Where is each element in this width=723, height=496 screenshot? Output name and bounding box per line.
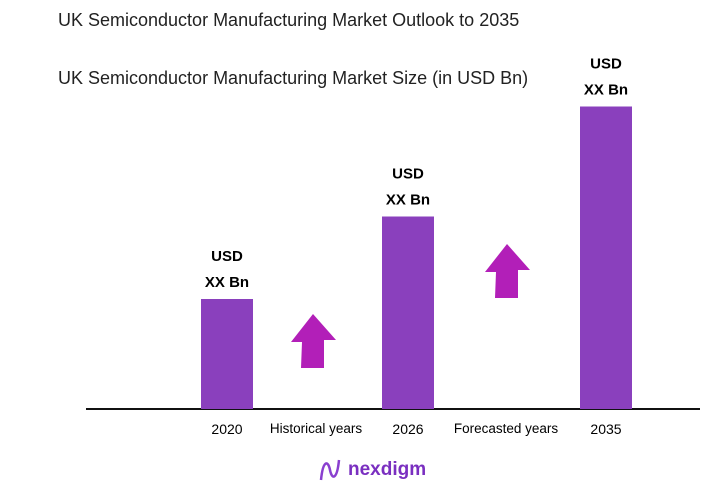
nexdigm-logo: nexdigm [318, 458, 426, 482]
data-label-2020: USD [211, 248, 243, 265]
up-arrow-icon [485, 244, 530, 298]
period-label: Historical years [270, 421, 363, 436]
bar-2020 [201, 299, 253, 409]
x-tick-label: 2035 [590, 421, 621, 437]
data-label-2026: USD [392, 166, 424, 183]
data-label-2035: XX Bn [584, 82, 628, 99]
chart-subtitle: UK Semiconductor Manufacturing Market Si… [58, 68, 529, 88]
data-label-2020: XX Bn [205, 274, 249, 291]
data-label-2026: XX Bn [386, 192, 430, 209]
up-arrow-icon [291, 314, 336, 368]
x-tick-label: 2020 [211, 421, 242, 437]
period-label: Forecasted years [454, 421, 559, 436]
nexdigm-logo-icon [319, 459, 341, 481]
logo-text: nexdigm [348, 459, 427, 480]
data-label-2035: USD [590, 56, 622, 73]
x-tick-label: 2026 [392, 421, 423, 437]
bar-2026 [382, 216, 434, 409]
bar-2035 [580, 106, 632, 409]
chart-title: UK Semiconductor Manufacturing Market Ou… [58, 10, 520, 30]
